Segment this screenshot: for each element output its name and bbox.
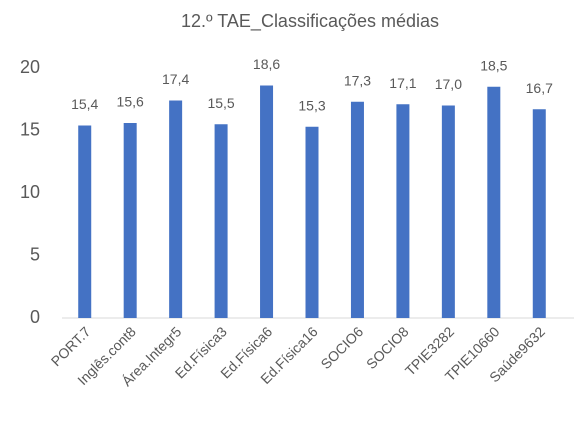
- bar: [169, 100, 183, 318]
- value-label: 15,3: [298, 97, 325, 113]
- value-label: 17,0: [435, 76, 462, 92]
- value-label: 17,3: [344, 72, 371, 88]
- y-tick-label: 5: [30, 244, 40, 264]
- value-label: 18,6: [253, 56, 280, 72]
- x-tick-label: PORT.7: [48, 323, 94, 369]
- x-tick-label: SOCIO6: [317, 323, 366, 372]
- bar: [305, 126, 319, 318]
- value-label: 17,4: [162, 71, 189, 87]
- bar: [441, 105, 455, 318]
- y-tick-label: 0: [30, 307, 40, 327]
- value-label: 15,5: [207, 95, 234, 111]
- y-tick-label: 20: [20, 57, 40, 77]
- bar: [487, 86, 501, 318]
- value-label: 17,1: [389, 75, 416, 91]
- bar: [260, 85, 274, 318]
- y-tick-label: 10: [20, 182, 40, 202]
- bar: [123, 123, 137, 318]
- bar: [78, 125, 92, 318]
- bar: [214, 124, 228, 318]
- bar: [396, 104, 410, 318]
- bar: [350, 101, 364, 318]
- chart-title: 12.º TAE_Classificações médias: [181, 11, 439, 32]
- value-label: 16,7: [526, 80, 553, 96]
- y-tick-label: 15: [20, 119, 40, 139]
- value-label: 15,4: [71, 96, 98, 112]
- bar: [532, 109, 546, 318]
- value-label: 18,5: [480, 57, 507, 73]
- value-label: 15,6: [117, 94, 144, 110]
